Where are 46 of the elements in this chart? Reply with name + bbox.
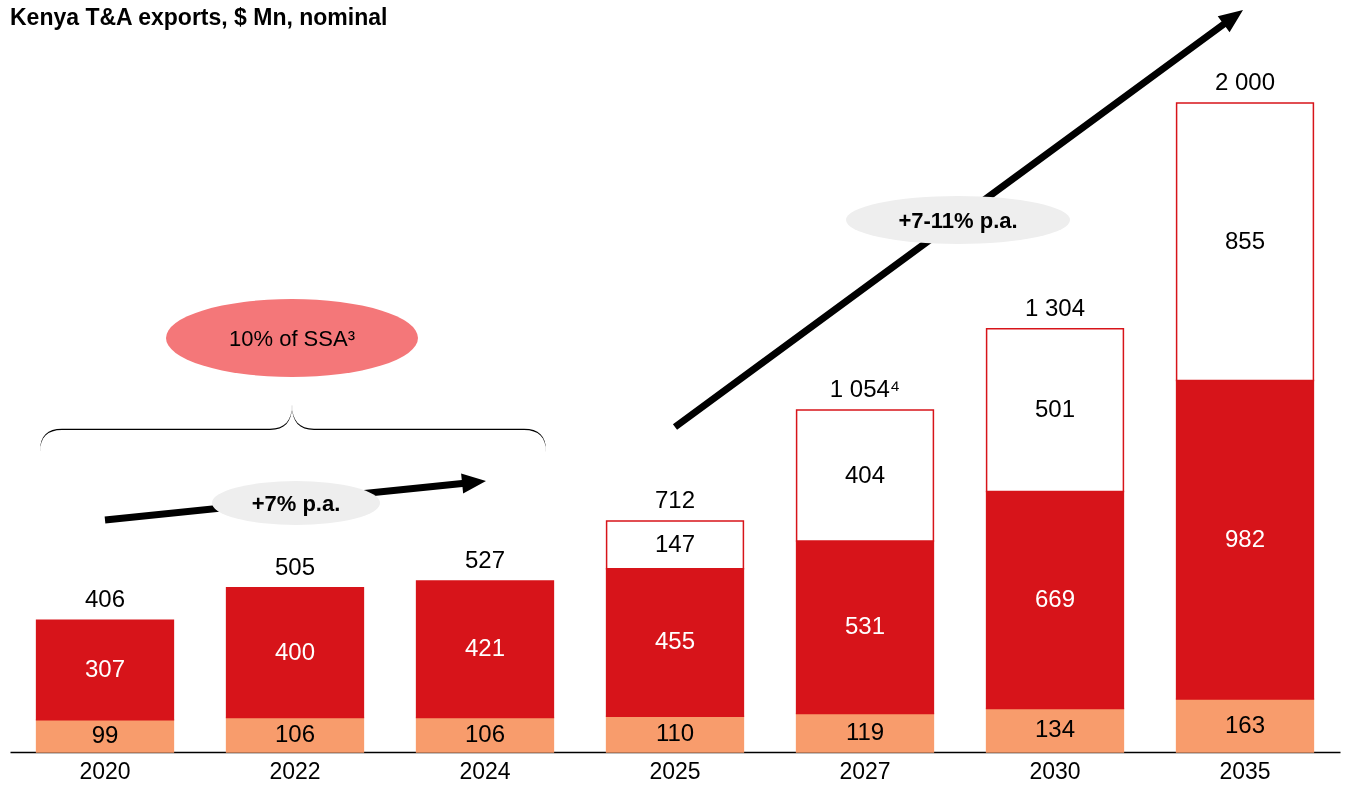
data-label: 982 xyxy=(1224,524,1266,552)
bar xyxy=(225,716,365,753)
bar xyxy=(415,580,555,719)
data-label: 400 xyxy=(274,637,316,665)
x-tick-label: 2027 xyxy=(839,757,891,784)
x-tick-label: 2035 xyxy=(1219,757,1271,784)
annotation: +7% p.a. xyxy=(251,490,341,516)
chart-title: Kenya T&A exports, $ Mn, nominal xyxy=(10,4,388,30)
data-label: 163 xyxy=(1224,710,1266,738)
total-label: 406 xyxy=(84,585,126,613)
annotation: +7-11% p.a. xyxy=(898,207,1018,233)
bar xyxy=(1175,698,1315,753)
total-label: 712 xyxy=(654,485,696,513)
bar xyxy=(605,715,745,753)
bar xyxy=(415,716,555,753)
bar xyxy=(225,587,365,719)
data-label: 669 xyxy=(1034,584,1076,612)
x-tick-label: 2024 xyxy=(459,757,511,784)
total-label: 1 304 xyxy=(1024,293,1086,321)
data-label: 531 xyxy=(844,612,886,640)
data-label: 110 xyxy=(655,719,695,747)
data-label: 455 xyxy=(654,627,696,655)
total-label: 1 054⁴ xyxy=(829,374,901,402)
data-label: 106 xyxy=(274,719,316,747)
total-label: 527 xyxy=(464,545,506,573)
data-label: 119 xyxy=(845,717,885,745)
bar xyxy=(795,712,935,753)
bar xyxy=(35,719,175,753)
data-label: 501 xyxy=(1034,395,1076,423)
annotation: 10% of SSA³ xyxy=(229,325,355,351)
data-label: 134 xyxy=(1034,715,1076,743)
bar xyxy=(985,707,1125,753)
data-label: 106 xyxy=(464,719,506,747)
data-label: 855 xyxy=(1224,226,1266,254)
data-label: 307 xyxy=(84,655,126,683)
x-tick-label: 2030 xyxy=(1029,757,1081,784)
bar xyxy=(35,619,175,721)
total-label: 505 xyxy=(274,552,316,580)
x-tick-label: 2022 xyxy=(269,757,321,784)
data-label: 421 xyxy=(464,634,506,662)
data-label: 404 xyxy=(844,460,886,488)
x-tick-label: 2025 xyxy=(649,757,701,784)
x-tick-label: 2020 xyxy=(79,757,131,784)
data-label: 99 xyxy=(91,720,119,748)
total-label: 2 000 xyxy=(1214,67,1276,95)
data-label: 147 xyxy=(654,529,696,557)
